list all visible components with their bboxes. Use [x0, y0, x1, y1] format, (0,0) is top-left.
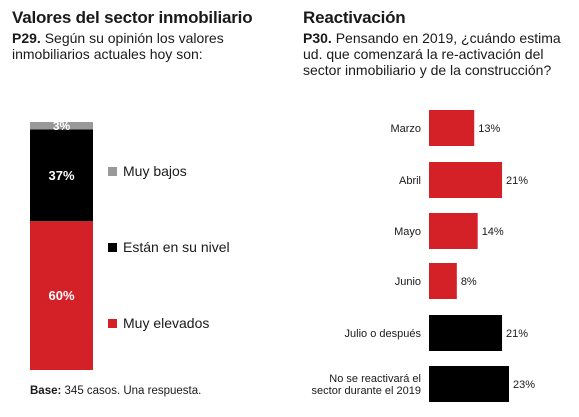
base-note: Base: 345 casos. Una respuesta.	[30, 385, 201, 397]
hbar-3	[429, 263, 457, 299]
left-question-number: P29.	[12, 30, 41, 46]
legend-swatch-muy-bajos	[108, 166, 117, 176]
stack-segment-0	[30, 221, 93, 370]
hbar-category-3: Junio	[395, 276, 421, 288]
hbar-value-2: 14%	[482, 226, 504, 238]
left-question-text: Según su opinión los valores inmobiliari…	[12, 30, 224, 62]
hbar-value-5: 23%	[513, 379, 535, 391]
hbar-value-1: 21%	[506, 175, 528, 187]
right-question-text: Pensando en 2019, ¿cuándo estima ud. que…	[303, 30, 561, 78]
stack-segment-1	[30, 129, 93, 222]
hbar-value-4: 21%	[506, 328, 528, 340]
hbar-4	[429, 315, 503, 351]
hbar-category-0: Marzo	[390, 123, 421, 135]
hbar-1	[429, 162, 503, 198]
legend-item-en-su-nivel: Están en su nivel	[108, 239, 230, 255]
right-question: P30. Pensando en 2019, ¿cuándo estima ud…	[303, 30, 575, 78]
legend-swatch-muy-elevados	[108, 318, 117, 328]
hbar-category-1: Abril	[399, 175, 421, 187]
hbar-value-3: 8%	[461, 276, 477, 288]
legend-label-muy-bajos: Muy bajos	[123, 163, 187, 179]
legend-label-muy-elevados: Muy elevados	[123, 315, 210, 331]
hbar-value-0: 13%	[478, 123, 500, 135]
right-question-number: P30.	[303, 30, 332, 46]
base-label: Base:	[30, 385, 62, 397]
left-panel-title: Valores del sector inmobiliario	[12, 8, 253, 27]
hbar-category-4: Julio o después	[345, 328, 422, 340]
left-question: P29. Según su opinión los valores inmobi…	[12, 30, 282, 62]
hbar-category-5: No se reactivará el sector durante el 201…	[312, 373, 421, 397]
hbar-5	[429, 366, 509, 402]
hbar-0	[429, 110, 475, 146]
stack-label-1: 37%	[48, 168, 74, 183]
legend-label-en-su-nivel: Están en su nivel	[123, 239, 230, 255]
legend-item-muy-bajos: Muy bajos	[108, 163, 187, 179]
legend-swatch-en-su-nivel	[108, 242, 117, 252]
hbar-2	[429, 213, 478, 249]
right-panel-title: Reactivación	[303, 8, 406, 27]
stack-segment-2	[30, 122, 93, 130]
base-text: 345 casos. Una respuesta.	[64, 385, 202, 397]
stack-label-0: 60%	[48, 288, 74, 303]
stack-label-2: 3%	[53, 119, 71, 133]
hbar-category-2: Mayo	[394, 226, 421, 238]
legend-item-muy-elevados: Muy elevados	[108, 315, 209, 331]
